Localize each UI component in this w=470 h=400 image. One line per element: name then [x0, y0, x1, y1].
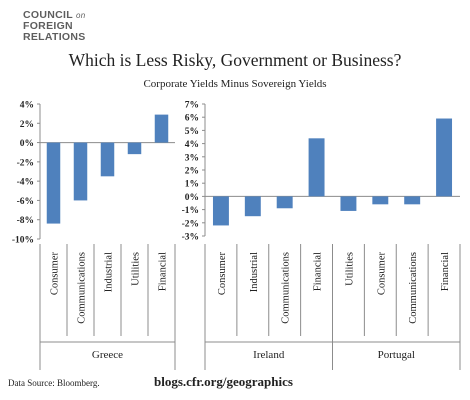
greece-bar	[73, 142, 88, 201]
right-panel-y-tick-label: -1%	[182, 206, 199, 216]
portugal-bar	[372, 196, 389, 205]
data-source-note: Data Source: Bloomberg.	[8, 378, 100, 388]
right-panel-y-tick-label: 2%	[185, 167, 199, 177]
right-panel-y-tick-label: 6%	[185, 114, 199, 124]
ireland-category-label: Industrial	[249, 252, 260, 292]
portugal-bar	[340, 196, 357, 211]
greece-bar	[100, 142, 115, 177]
greece-y-tick-label: 2%	[20, 120, 34, 130]
greece-y-tick-label: -8%	[17, 216, 34, 226]
greece-bar	[127, 142, 142, 155]
greece-y-tick-label: 0%	[20, 139, 34, 149]
greece-category-label: Financial	[158, 252, 169, 291]
ireland-group-label: Ireland	[253, 349, 285, 361]
right-panel-y-tick-label: 3%	[185, 153, 199, 163]
ireland-bar	[276, 196, 293, 209]
ireland-category-label: Consumer	[217, 252, 228, 296]
cfr-logo: COUNCIL on FOREIGN RELATIONS	[23, 10, 86, 43]
logo-line-2: FOREIGN	[23, 20, 73, 32]
right-panel-y-tick-label: 5%	[185, 127, 199, 137]
greece-group-label: Greece	[92, 349, 123, 361]
greece-category-label: Industrial	[104, 252, 115, 292]
right-panel-y-tick-label: -3%	[182, 233, 199, 243]
chart-subtitle: Corporate Yields Minus Sovereign Yields	[143, 78, 327, 90]
right-panel-y-tick-label: 4%	[185, 140, 199, 150]
portugal-group-label: Portugal	[378, 349, 415, 361]
greece-bar	[154, 114, 169, 143]
ireland-bar	[244, 196, 261, 217]
greece-category-label: Communications	[77, 252, 88, 324]
ireland-category-label: Communications	[281, 252, 292, 324]
right-panel-y-tick-label: 0%	[185, 193, 199, 203]
right-panel-y-tick-label: -2%	[182, 219, 199, 229]
logo-on: on	[75, 11, 86, 20]
portugal-category-label: Financial	[440, 252, 451, 291]
portugal-bar	[436, 118, 453, 197]
logo-line-1: COUNCIL	[23, 9, 73, 21]
greece-category-label: Consumer	[50, 252, 61, 296]
greece-bar	[46, 142, 61, 224]
greece-y-tick-label: -4%	[17, 178, 34, 188]
greece-y-tick-label: 4%	[20, 101, 34, 111]
right-panel-y-tick-label: 7%	[185, 101, 199, 111]
greece-category-label: Utilities	[131, 252, 142, 286]
ireland-bar	[212, 196, 229, 226]
ireland-category-label: Financial	[313, 252, 324, 291]
greece-y-tick-label: -2%	[17, 158, 34, 168]
portugal-category-label: Utilities	[344, 252, 355, 286]
portugal-bar	[404, 196, 421, 205]
portugal-category-label: Communications	[408, 252, 419, 324]
greece-y-tick-label: -10%	[12, 236, 34, 246]
logo-line-3: RELATIONS	[23, 31, 86, 43]
chart-title: Which is Less Risky, Government or Busin…	[68, 50, 402, 70]
blog-url: blogs.cfr.org/geographics	[154, 374, 293, 389]
right-panel-y-tick-label: 1%	[185, 180, 199, 190]
portugal-category-label: Consumer	[376, 252, 387, 296]
ireland-bar	[308, 138, 325, 197]
greece-y-tick-label: -6%	[17, 197, 34, 207]
